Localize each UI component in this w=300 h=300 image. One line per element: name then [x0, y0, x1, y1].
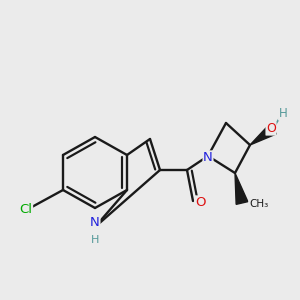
Polygon shape	[250, 124, 276, 145]
Text: N: N	[203, 151, 213, 164]
Text: H: H	[91, 235, 99, 245]
Text: O: O	[195, 196, 205, 209]
Text: O: O	[266, 122, 276, 135]
Text: CH₃: CH₃	[249, 199, 268, 209]
Text: Cl: Cl	[20, 203, 32, 216]
Text: N: N	[90, 216, 100, 229]
Text: H: H	[279, 107, 287, 120]
Polygon shape	[235, 173, 248, 204]
